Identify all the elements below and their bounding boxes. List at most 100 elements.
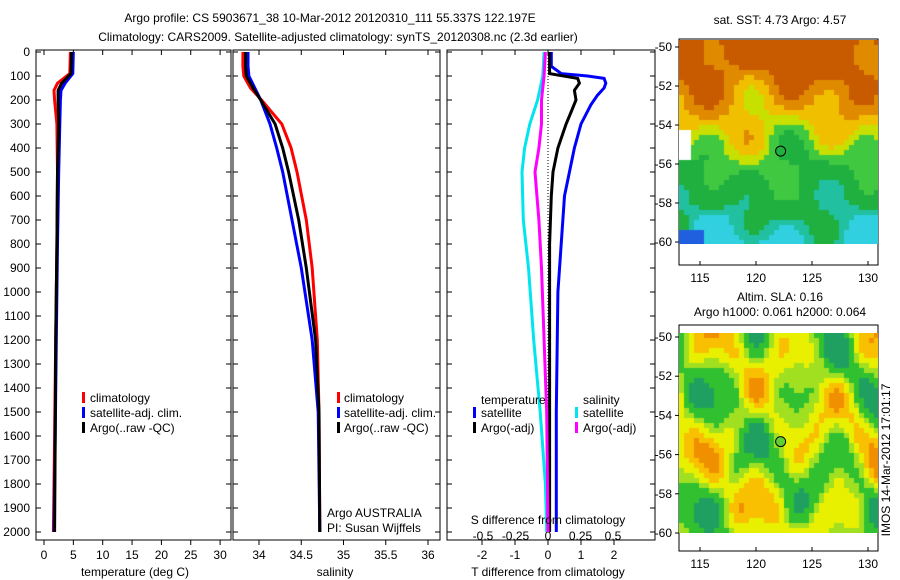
- sst-map: 115 120 125 130 -50 -52 -54 -56 -58 -60: [655, 38, 879, 285]
- lat-tick-label: -50: [655, 330, 673, 344]
- legend-swatch-s-argo: [575, 422, 578, 433]
- series-line-argo-raw-qc-: [244, 52, 322, 533]
- legend-swatch-t-argo: [473, 422, 476, 433]
- lon-tick-label: 130: [858, 271, 878, 285]
- x-tick-label: 30: [213, 548, 227, 562]
- temperature-panel: 0100200300400500600700800900100011001200…: [3, 45, 231, 562]
- y-tick-label: 1300: [3, 357, 30, 371]
- lon-tick-label: 115: [690, 271, 709, 285]
- lat-tick-label: -58: [655, 487, 673, 501]
- y-tick-label: 1900: [3, 501, 30, 515]
- legend-heading-temperature: temperature: [481, 393, 546, 407]
- difference-legend: temperature satellite Argo(-adj) salinit…: [473, 393, 636, 435]
- legend-swatch-satellite: [82, 407, 85, 418]
- sla-heatmap: [679, 333, 878, 533]
- lat-tick-label: -56: [655, 448, 673, 462]
- x-tick-label: 5: [70, 548, 77, 562]
- series-line-t-argo-adj-: [548, 52, 582, 532]
- s-tick-label: 0: [545, 529, 552, 543]
- y-tick-label: 1200: [3, 333, 30, 347]
- legend-swatch-s-satellite: [575, 407, 578, 418]
- lon-tick-label: 115: [690, 557, 709, 571]
- y-tick-label: 1600: [3, 429, 30, 443]
- difference-panel-frame: [446, 49, 656, 541]
- x-tick-label: 25: [184, 548, 198, 562]
- legend-label: Argo(-adj): [583, 421, 636, 435]
- lat-tick-label: -54: [655, 408, 673, 422]
- legend-swatch-climatology: [337, 392, 340, 403]
- x-tick-label: -2: [477, 548, 488, 562]
- x-tick-label: 35: [337, 548, 351, 562]
- salinity-legend: climatology satellite-adj. clim. Argo(..…: [327, 391, 436, 535]
- y-tick-label: 100: [10, 69, 30, 83]
- s-tick-label: -0.5: [473, 529, 494, 543]
- y-tick-label: 300: [10, 117, 30, 131]
- annotation-argo-australia: Argo AUSTRALIA: [327, 506, 422, 520]
- lon-tick-label: 125: [802, 557, 822, 571]
- imos-timestamp: IMOS 14-Mar-2012 17:01:17: [879, 383, 893, 536]
- x-tick-label: 0: [41, 548, 48, 562]
- y-tick-label: 800: [10, 237, 30, 251]
- legend-label: climatology: [344, 391, 404, 405]
- lat-tick-label: -52: [655, 369, 673, 383]
- x-tick-label: 35.5: [374, 548, 398, 562]
- legend-label: satellite-adj. clim.: [344, 406, 436, 420]
- lon-tick-label: 130: [858, 557, 878, 571]
- lon-tick-label: 120: [746, 271, 766, 285]
- argo-position-marker: [775, 436, 787, 448]
- lat-tick-label: -56: [655, 157, 673, 171]
- y-tick-label: 500: [10, 165, 30, 179]
- legend-label: satellite: [583, 406, 624, 420]
- series-line-s-argo-adj-: [533, 51, 550, 533]
- x-tick-label: 1: [578, 548, 585, 562]
- x-tick-label: 2: [611, 548, 618, 562]
- series-line-argo-raw-qc-: [53, 51, 74, 533]
- title-line-2: Climatology: CARS2009. Satellite-adjuste…: [98, 30, 578, 44]
- x-tick-label: -1: [510, 548, 521, 562]
- x-tick-label: 34: [252, 548, 266, 562]
- temperature-panel-frame: [35, 49, 232, 541]
- x-tick-label: 0: [545, 548, 552, 562]
- y-tick-label: 0: [23, 45, 30, 59]
- title-line-1: Argo profile: CS 5903671_38 10-Mar-2012 …: [124, 11, 535, 25]
- y-tick-label: 2000: [3, 525, 30, 539]
- sst-heatmap: [679, 40, 878, 244]
- lat-tick-label: -58: [655, 196, 673, 210]
- legend-swatch-argo: [82, 422, 85, 433]
- legend-label: satellite: [481, 406, 522, 420]
- lat-tick-label: -50: [655, 40, 673, 54]
- x-tick-label: 36: [421, 548, 435, 562]
- lon-tick-label: 125: [802, 271, 822, 285]
- difference-panel: -2 -1 0 1 2 -0.5 -0.25 0 0.25 0.5: [447, 50, 655, 562]
- legend-swatch-t-satellite: [473, 407, 476, 418]
- sst-map-title: sat. SST: 4.73 Argo: 4.57: [714, 13, 847, 27]
- sdiff-axis-label: S difference from climatology: [471, 513, 626, 527]
- y-tick-label: 1800: [3, 477, 30, 491]
- temperature-xlabel: temperature (deg C): [81, 565, 189, 579]
- sla-map-title-2: Argo h1000: 0.061 h2000: 0.064: [694, 305, 866, 319]
- argo-position-marker: [775, 145, 787, 157]
- lat-tick-label: -60: [655, 526, 673, 540]
- series-line-s-satellite: [520, 51, 549, 533]
- x-tick-label: 15: [125, 548, 139, 562]
- salinity-panel: 34 34.5 35 35.5 36: [233, 50, 440, 562]
- salinity-xlabel: salinity: [317, 565, 354, 579]
- annotation-pi: PI: Susan Wijffels: [327, 521, 421, 535]
- y-tick-label: 400: [10, 141, 30, 155]
- legend-swatch-climatology: [82, 392, 85, 403]
- lat-tick-label: -54: [655, 118, 673, 132]
- salinity-panel-frame: [232, 49, 441, 541]
- s-tick-label: -0.25: [502, 529, 530, 543]
- y-tick-label: 1400: [3, 381, 30, 395]
- legend-swatch-satellite: [337, 407, 340, 418]
- y-tick-label: 600: [10, 189, 30, 203]
- legend-swatch-argo: [337, 422, 340, 433]
- y-tick-label: 700: [10, 213, 30, 227]
- lat-tick-label: -52: [655, 79, 673, 93]
- lat-tick-label: -60: [655, 235, 673, 249]
- y-tick-label: 1000: [3, 285, 30, 299]
- x-tick-label: 10: [96, 548, 110, 562]
- x-tick-label: 20: [155, 548, 169, 562]
- series-line-t-satellite: [549, 52, 608, 532]
